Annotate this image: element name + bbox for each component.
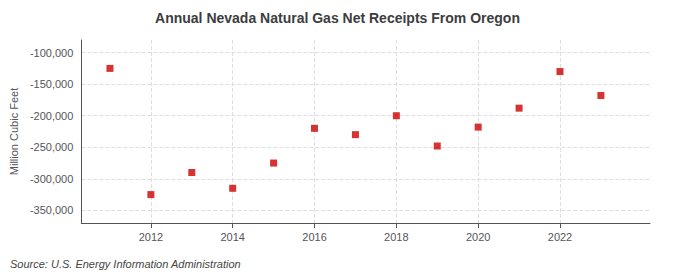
svg-text:-300,000: -300,000	[30, 173, 73, 185]
svg-text:-350,000: -350,000	[30, 204, 73, 216]
svg-text:2016: 2016	[302, 231, 326, 243]
svg-text:2018: 2018	[384, 231, 408, 243]
svg-text:-250,000: -250,000	[30, 141, 73, 153]
svg-text:-200,000: -200,000	[30, 110, 73, 122]
svg-text:Source: U.S. Energy Informatio: Source: U.S. Energy Information Administ…	[10, 258, 241, 270]
svg-text:-150,000: -150,000	[30, 78, 73, 90]
svg-text:2014: 2014	[220, 231, 244, 243]
svg-text:2022: 2022	[548, 231, 572, 243]
svg-text:-100,000: -100,000	[30, 47, 73, 59]
svg-text:Annual Nevada Natural Gas Net: Annual Nevada Natural Gas Net Receipts F…	[155, 10, 520, 26]
svg-text:2012: 2012	[139, 231, 163, 243]
svg-text:2020: 2020	[466, 231, 490, 243]
svg-text:Million Cubic Feet: Million Cubic Feet	[8, 88, 20, 175]
